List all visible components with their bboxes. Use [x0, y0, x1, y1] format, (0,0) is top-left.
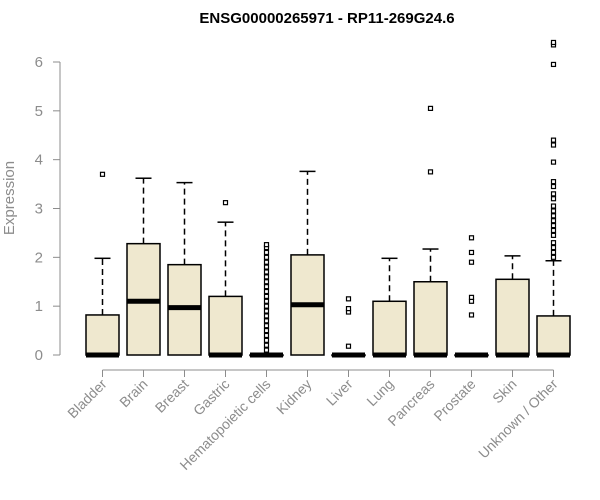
- outlier-point: [99, 171, 106, 177]
- y-tick-label: 1: [35, 298, 43, 315]
- outlier-point: [468, 312, 475, 318]
- outlier-point: [263, 279, 270, 285]
- outlier-point: [550, 227, 557, 234]
- box-rect: [413, 281, 448, 356]
- box-rect: [372, 300, 407, 356]
- outlier-point: [550, 137, 557, 143]
- outlier-point: [550, 179, 557, 185]
- box-bladder: [85, 171, 120, 358]
- outlier-point: [263, 327, 270, 334]
- outlier-point: [427, 105, 434, 111]
- y-tick-label: 2: [35, 249, 43, 266]
- box-series: [85, 39, 571, 358]
- outlier-point: [550, 244, 557, 251]
- box-pancreas: [413, 105, 448, 358]
- outlier-point: [550, 218, 557, 224]
- box-rect: [85, 314, 120, 356]
- x-tick-label: Skin: [489, 376, 520, 407]
- x-tick-label: Prostate: [430, 376, 478, 424]
- outlier-point: [222, 200, 229, 206]
- outlier-point: [550, 213, 557, 219]
- outlier-point: [550, 191, 557, 197]
- outlier-point: [263, 249, 270, 256]
- outlier-point: [263, 242, 270, 248]
- x-tick-label: Brain: [116, 376, 150, 410]
- outlier-point: [550, 183, 557, 190]
- box-skin: [495, 255, 530, 358]
- outlier-point: [263, 284, 270, 290]
- x-tick-label: Breast: [152, 376, 192, 416]
- outlier-point: [345, 296, 352, 302]
- outlier-point: [550, 208, 557, 214]
- box-breast: [167, 181, 202, 356]
- box-rect: [536, 315, 571, 356]
- outlier-point: [550, 159, 557, 165]
- outlier-point: [468, 294, 475, 300]
- x-tick-label: Lung: [363, 376, 396, 409]
- outlier-point: [263, 318, 270, 324]
- outlier-point: [263, 337, 270, 343]
- outlier-point: [263, 332, 270, 339]
- y-tick-label: 6: [35, 54, 43, 71]
- outlier-point: [550, 222, 557, 229]
- x-tick-label: Bladder: [64, 376, 110, 422]
- box-liver: [331, 296, 366, 358]
- box-gastric: [208, 200, 243, 358]
- outlier-point: [263, 303, 270, 309]
- chart-title: ENSG00000265971 - RP11-269G24.6: [199, 10, 454, 27]
- outlier-point: [263, 342, 270, 348]
- outlier-point: [550, 203, 557, 209]
- y-axis-label: Expression: [1, 161, 18, 235]
- outlier-point: [263, 259, 270, 265]
- outlier-point: [263, 264, 270, 270]
- outlier-point: [427, 169, 434, 175]
- outlier-point: [263, 293, 270, 299]
- box-hematopoietic-cells: [249, 242, 284, 358]
- y-tick-label: 4: [35, 152, 43, 169]
- outlier-point: [468, 259, 475, 265]
- x-tick-label: Liver: [323, 376, 356, 409]
- box-unknown-other: [536, 39, 571, 358]
- outlier-point: [263, 274, 270, 280]
- outlier-point: [263, 323, 270, 329]
- outlier-point: [550, 254, 557, 260]
- outlier-point: [263, 288, 270, 295]
- box-prostate: [454, 235, 489, 358]
- outlier-point: [263, 313, 270, 319]
- outlier-point: [345, 343, 352, 349]
- box-rect: [495, 278, 530, 356]
- y-tick-label: 3: [35, 201, 43, 218]
- box-lung: [372, 257, 407, 358]
- y-tick-label: 0: [35, 347, 43, 364]
- outlier-point: [263, 269, 270, 275]
- outlier-point: [468, 235, 475, 241]
- y-axis: 0 1 2 3 4 5 6: [35, 54, 61, 364]
- outlier-point: [263, 254, 270, 260]
- outlier-point: [550, 196, 557, 202]
- outlier-point: [345, 306, 352, 312]
- box-brain: [126, 177, 161, 356]
- outlier-point: [263, 347, 270, 353]
- y-tick-label: 5: [35, 103, 43, 120]
- outlier-point: [263, 308, 270, 314]
- outlier-point: [263, 298, 270, 304]
- outlier-point: [550, 240, 557, 246]
- outlier-point: [550, 232, 557, 238]
- outlier-point: [468, 249, 475, 256]
- box-kidney: [290, 170, 325, 356]
- outlier-point: [550, 39, 557, 46]
- outlier-point: [550, 142, 557, 148]
- outlier-point: [550, 249, 557, 256]
- outlier-point: [550, 61, 557, 68]
- box-rect: [208, 295, 243, 356]
- x-tick-label: Kidney: [273, 376, 315, 418]
